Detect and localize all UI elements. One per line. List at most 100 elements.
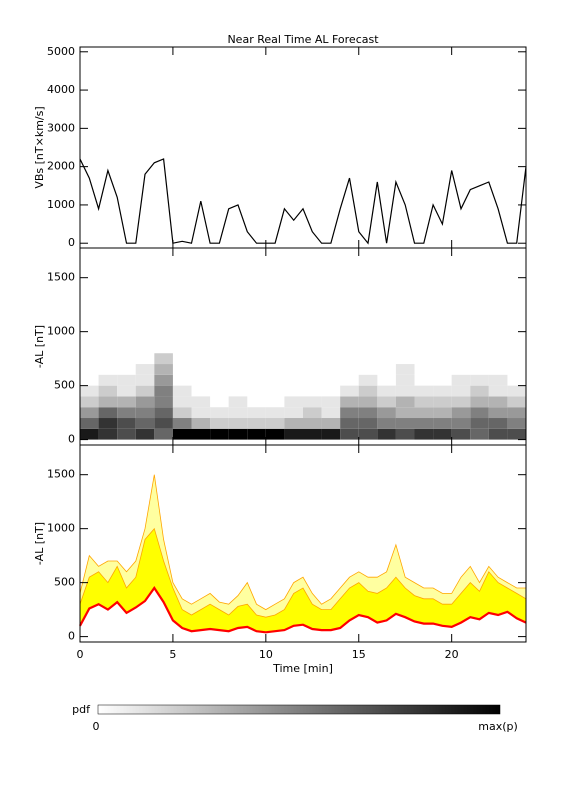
pdf-cell <box>340 407 359 419</box>
pdf-cell <box>117 428 136 440</box>
y-tick-label: 2000 <box>47 160 75 173</box>
pdf-cell <box>451 418 471 429</box>
y-tick-label: 1000 <box>47 325 75 338</box>
pdf-cell <box>135 418 155 429</box>
colorbar-max: max(p) <box>478 720 518 733</box>
pdf-cell <box>117 407 136 419</box>
pdf-cell <box>358 428 378 440</box>
pdf-cell <box>191 396 211 408</box>
pdf-cell <box>135 428 155 440</box>
pdf-cell <box>377 418 396 429</box>
pdf-cell <box>321 407 341 419</box>
pdf-cell <box>172 407 192 419</box>
pdf-cell <box>154 418 173 429</box>
pdf-cell <box>135 364 155 375</box>
pdf-cell <box>470 428 489 440</box>
pdf-cell <box>303 407 322 419</box>
pdf-cell <box>470 374 489 386</box>
pdf-cell <box>488 418 508 429</box>
pdf-cell <box>284 407 303 419</box>
pdf-cell <box>247 407 266 419</box>
pdf-cell <box>247 428 266 440</box>
pdf-cell <box>98 374 118 386</box>
pdf-cell <box>154 364 173 375</box>
x-tick-label: 10 <box>259 648 273 661</box>
pdf-cell <box>284 396 303 408</box>
pdf-cell <box>80 428 99 440</box>
pdf-cell <box>154 428 173 440</box>
pdf-cell <box>321 396 341 408</box>
pdf-cell <box>228 428 248 440</box>
pdf-cell <box>488 385 508 397</box>
pdf-cell <box>284 428 303 440</box>
y-axis-label: VBs [nT×km/s] <box>33 106 46 188</box>
pdf-cell <box>228 418 248 429</box>
colorbar-min: 0 <box>93 720 100 733</box>
pdf-cell <box>172 418 192 429</box>
pdf-cell <box>470 385 489 397</box>
pdf-cell <box>98 385 118 397</box>
y-tick-label: 1000 <box>47 198 75 211</box>
pdf-cell <box>303 428 322 440</box>
pdf-cell <box>358 385 378 397</box>
pdf-cell <box>451 385 471 397</box>
pdf-cell <box>433 418 452 429</box>
pdf-cell <box>117 418 136 429</box>
pdf-cell <box>303 418 322 429</box>
pdf-cell <box>265 407 285 419</box>
pdf-cell <box>395 418 415 429</box>
pdf-cell <box>414 418 434 429</box>
x-tick-label: 20 <box>445 648 459 661</box>
y-axis-label: -AL [nT] <box>33 522 46 565</box>
pdf-cell <box>154 407 173 419</box>
pdf-cell <box>414 407 434 419</box>
y-tick-label: 4000 <box>47 83 75 96</box>
pdf-cell <box>191 407 211 419</box>
pdf-cell <box>414 428 434 440</box>
vbs-line <box>79 158 527 245</box>
pdf-cell <box>117 396 136 408</box>
pdf-cell <box>80 385 99 397</box>
colorbar <box>97 704 501 715</box>
pdf-cell <box>265 428 285 440</box>
pdf-cell <box>265 418 285 429</box>
pdf-cell <box>451 374 471 386</box>
pdf-cell <box>507 385 526 397</box>
pdf-cell <box>135 407 155 419</box>
pdf-cell <box>228 407 248 419</box>
pdf-cell <box>395 385 415 397</box>
pdf-cell <box>451 407 471 419</box>
pdf-cell <box>358 407 378 419</box>
pdf-cell <box>507 428 526 440</box>
pdf-cell <box>210 418 229 429</box>
pdf-cell <box>395 407 415 419</box>
pdf-cell <box>340 385 359 397</box>
pdf-cell <box>358 396 378 408</box>
pdf-cell <box>303 396 322 408</box>
pdf-cell <box>433 396 452 408</box>
pdf-cell <box>507 418 526 429</box>
pdf-cell <box>340 418 359 429</box>
pdf-cell <box>488 428 508 440</box>
pdf-cell <box>507 407 526 419</box>
pdf-cell <box>135 385 155 397</box>
pdf-cell <box>154 353 173 365</box>
pdf-cell <box>470 407 489 419</box>
band-edge <box>79 527 527 618</box>
pdf-cell <box>488 407 508 419</box>
y-tick-label: 5000 <box>47 45 75 58</box>
pdf-cell <box>154 385 173 397</box>
pdf-cell <box>172 428 192 440</box>
pdf-cell <box>247 418 266 429</box>
pdf-cell <box>80 396 99 408</box>
pdf-cell <box>117 385 136 397</box>
pdf-cell <box>228 396 248 408</box>
pdf-cell <box>433 385 452 397</box>
pdf-cell <box>172 385 192 397</box>
pdf-cell <box>284 418 303 429</box>
pdf-cell <box>395 428 415 440</box>
pdf-cell <box>154 374 173 386</box>
colorbar-label: pdf <box>72 703 91 716</box>
pdf-cell <box>451 396 471 408</box>
